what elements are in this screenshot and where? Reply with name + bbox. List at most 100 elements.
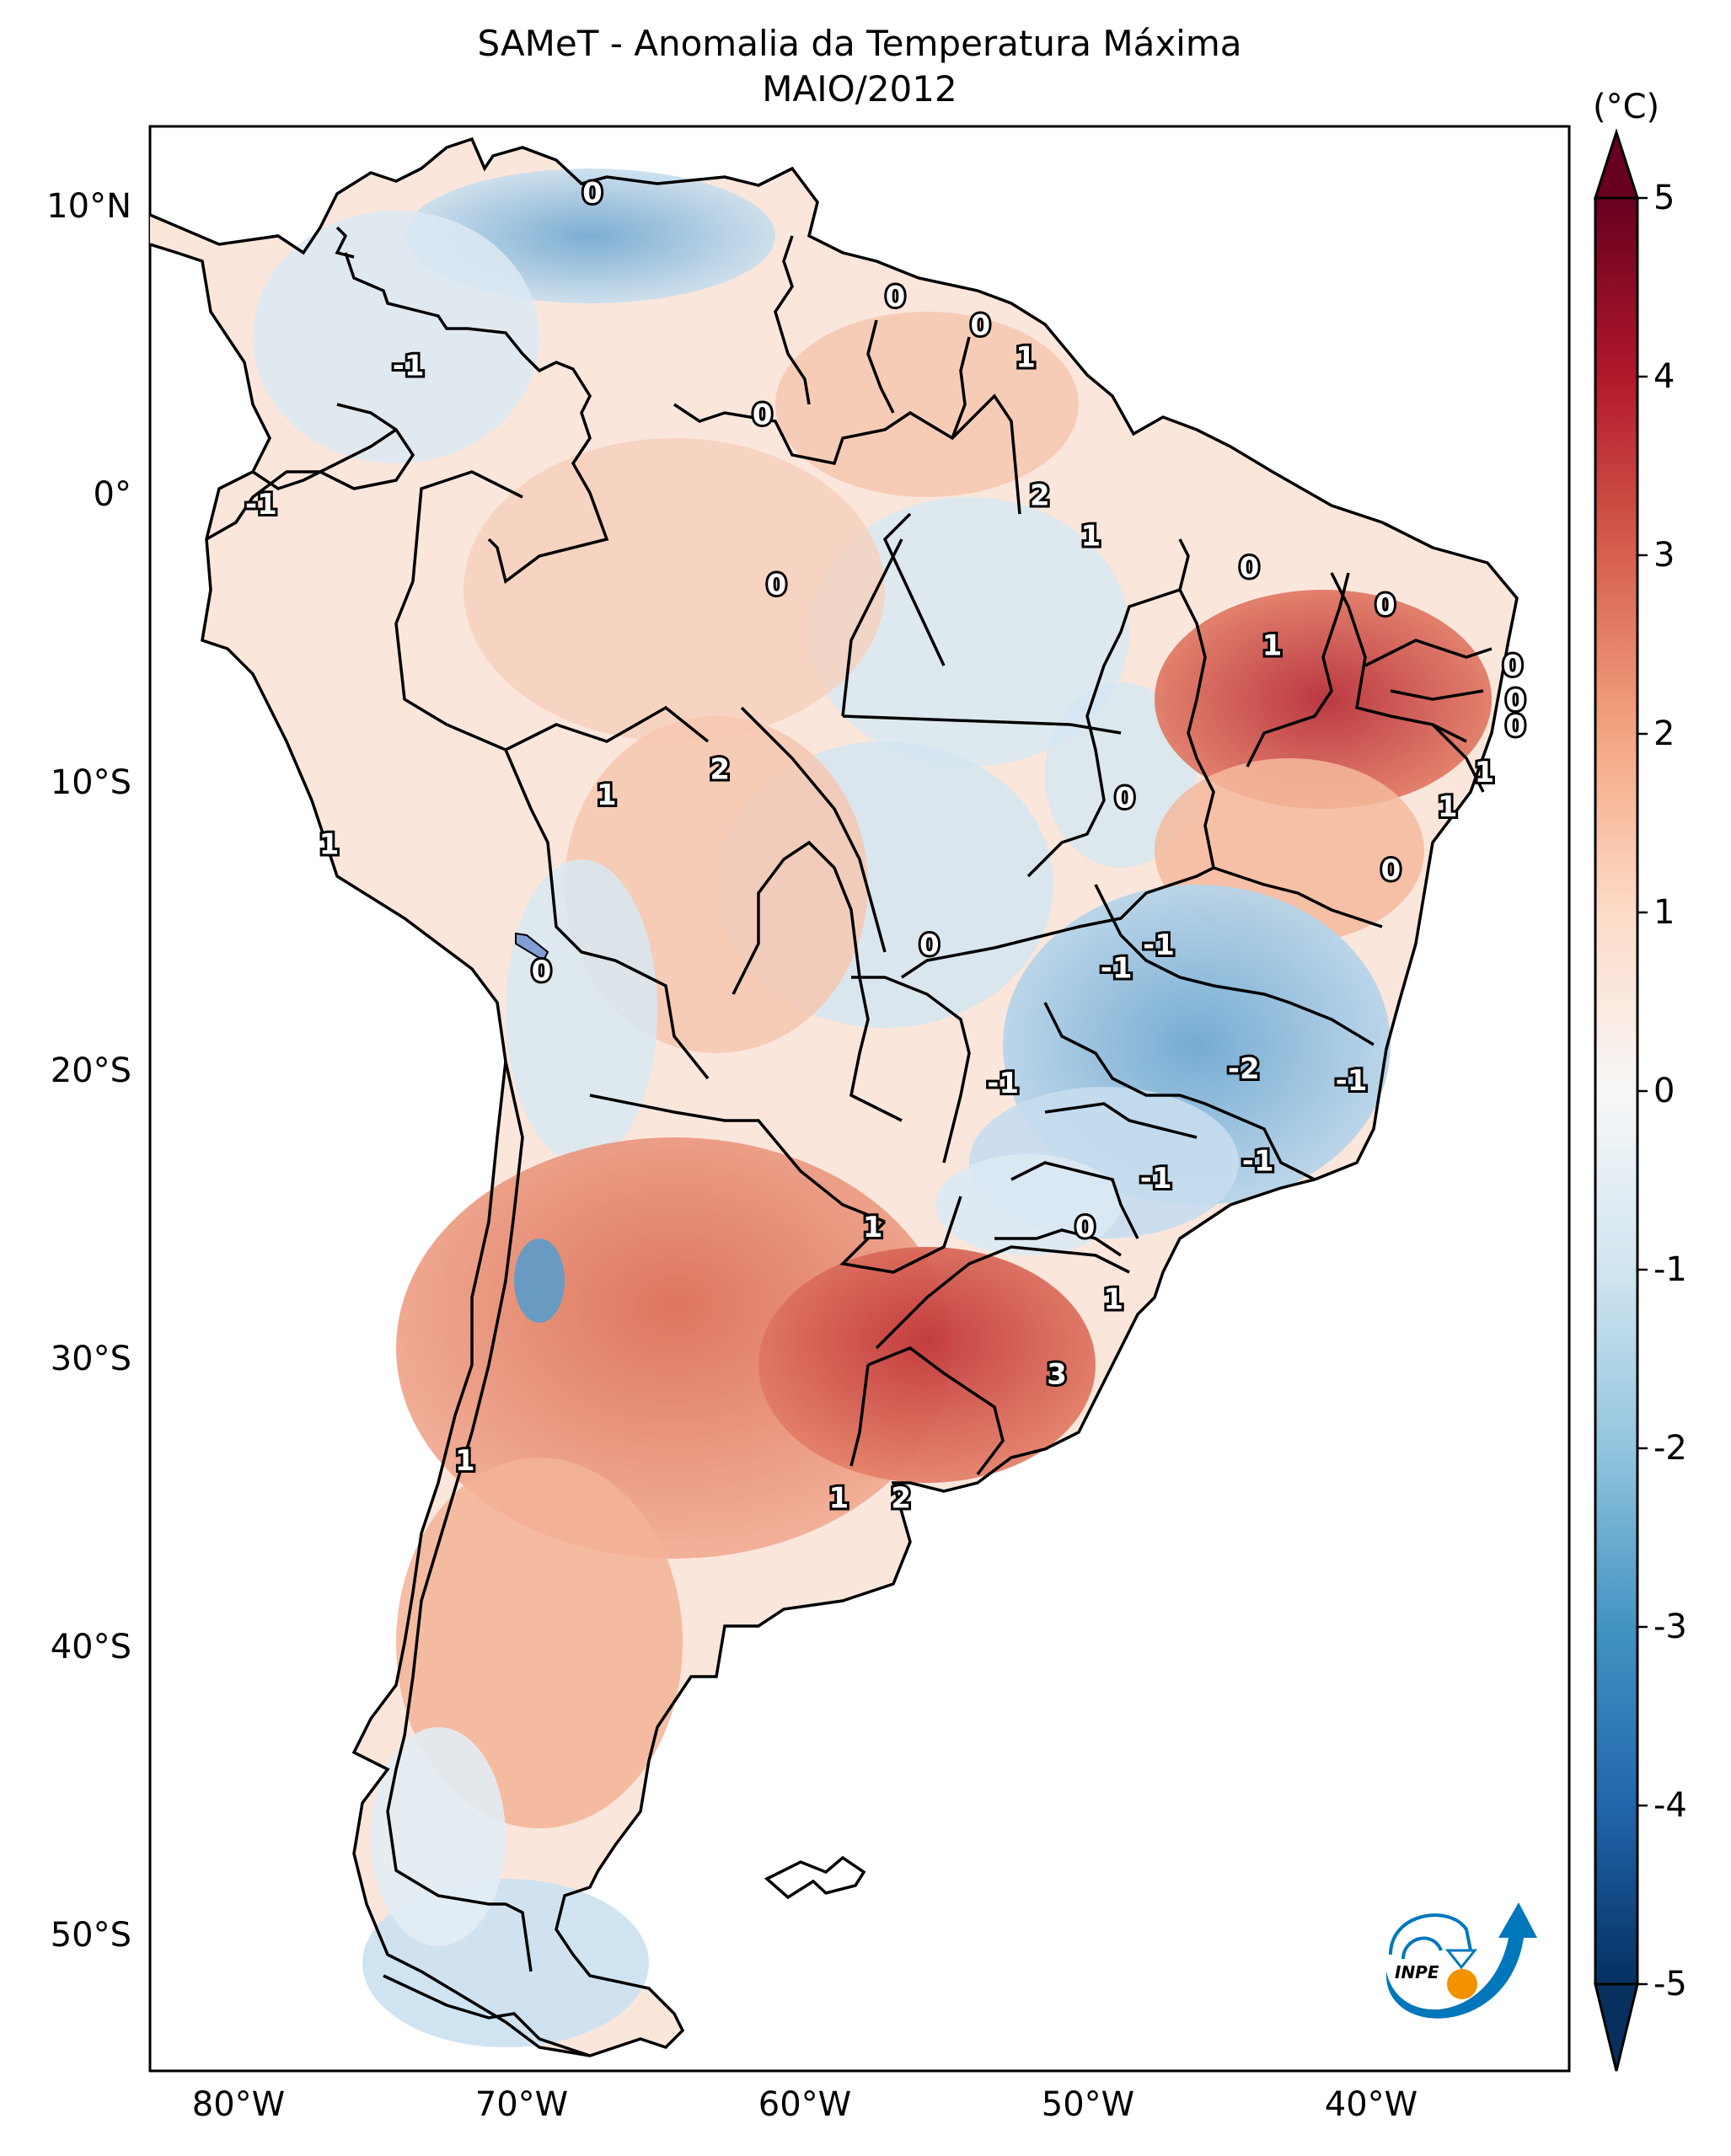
border-peru-brazil (394, 470, 710, 752)
tocantins-cool-anomaly (1045, 682, 1197, 868)
contour-label: 0 (1503, 649, 1523, 682)
contour-label: 2 (710, 752, 730, 786)
x-tick-label: 70°W (474, 2085, 569, 2124)
contour-label: -1 (1140, 1162, 1172, 1196)
colorbar-tick-label: 0 (1653, 1072, 1675, 1110)
rio-grande-sul-hot (758, 1247, 1096, 1483)
y-tick-label: 40°S (50, 1628, 131, 1666)
x-tick-label: 80°W (191, 2085, 286, 2124)
contour-label: 1 (319, 827, 340, 861)
contour-label: 1 (1016, 340, 1036, 374)
colorbar-body (1594, 196, 1639, 1986)
contour-label: -1 (1143, 928, 1175, 962)
colorbar-tick-label: 4 (1653, 357, 1675, 396)
contour-label: 0 (1375, 588, 1396, 622)
contour-label: 0 (767, 569, 787, 602)
contour-label: 1 (1262, 629, 1283, 662)
contour-label: 0 (582, 176, 603, 210)
colorbar-tick-label: -2 (1653, 1429, 1687, 1468)
chart-subtitle: MAIO/2012 (762, 68, 957, 110)
border-brazil-uruguay (867, 1346, 1005, 1476)
y-tick-label: 0° (93, 475, 131, 514)
contour-label: -1 (987, 1067, 1019, 1100)
border-argentina-bolivia (589, 1094, 886, 1223)
colorbar-tick-label: -1 (1653, 1250, 1687, 1289)
coastline (150, 136, 1519, 2057)
border-bolivia-paraguay (732, 840, 903, 1122)
border-argentina-chile (386, 1061, 533, 1972)
colorbar-tick-label: -4 (1653, 1786, 1687, 1825)
border-paraguay-brazil (851, 976, 971, 1164)
contour-label: -1 (393, 350, 425, 383)
colorbar-ticks (1637, 196, 1648, 1986)
colorbar-tick-label: 3 (1653, 536, 1675, 575)
logo-text: INPE (1395, 1962, 1439, 1982)
colorbar-extend-min (1594, 1982, 1639, 2072)
border-venezuela-guyana (774, 235, 811, 405)
logo-inner-swirl-icon (1401, 1936, 1443, 1960)
contour-label: 1 (863, 1211, 883, 1244)
border-brazil-argentina-south (875, 1245, 1130, 1350)
border-brazil-north (673, 393, 1021, 515)
colorbar-unit-label: (°C) (1593, 88, 1660, 126)
colombia-cool-anomaly (253, 211, 539, 463)
y-tick-label: 10°N (46, 187, 131, 226)
contour-label: -2 (1228, 1052, 1260, 1086)
contour-label: -1 (1242, 1145, 1274, 1179)
contour-label: 1 (1475, 756, 1495, 789)
contour-label: 1 (1438, 790, 1458, 824)
contour-label: 1 (1081, 519, 1101, 553)
x-tick-label: 50°W (1041, 2085, 1135, 2124)
contour-label: 0 (1506, 683, 1526, 717)
colorbar-tick-label: 1 (1653, 893, 1675, 932)
border-brazil-states (901, 538, 1493, 1257)
amazon-west-warm (464, 438, 885, 741)
border-uruguay-argentina (849, 1364, 870, 1467)
contour-label: 1 (828, 1482, 849, 1516)
logo-big-arrow-icon (1385, 1902, 1537, 2019)
contour-label: 0 (919, 928, 940, 962)
colorbar (1593, 128, 1648, 2072)
x-tick-label: 60°W (758, 2085, 852, 2124)
contour-label: 1 (1103, 1283, 1123, 1317)
patagonia-warm (396, 1458, 683, 1828)
contour-label: 1 (597, 778, 617, 812)
y-tick-label: 20°S (50, 1051, 131, 1090)
contour-label: 0 (1240, 551, 1260, 585)
colorbar-tick-label: -5 (1653, 1965, 1687, 2004)
contour-label: -1 (1336, 1064, 1368, 1098)
y-tick-label: 30°S (50, 1340, 131, 1378)
contour-label: 0 (886, 281, 906, 314)
contour-label: 0 (970, 309, 990, 343)
y-tick-label: 50°S (50, 1916, 131, 1955)
guianas-warm (775, 312, 1079, 497)
country-borders (150, 136, 1519, 2057)
contour-label: 1 (455, 1444, 475, 1478)
contour-label: 2 (1030, 479, 1050, 513)
falklands-outline (764, 1855, 866, 1900)
contour-label: -1 (245, 488, 277, 522)
x-tick-label: 40°W (1324, 2085, 1418, 2124)
contour-label: 0 (753, 399, 773, 432)
chart-title: SAMeT - Anomalia da Temperatura Máxima (477, 23, 1242, 64)
y-tick-label: 10°S (50, 763, 131, 802)
border-brazil-central (740, 512, 1122, 953)
tierra-del-fuego-outline (383, 1974, 591, 2057)
contour-label: 0 (1381, 853, 1401, 887)
chile-south-cool (371, 1727, 506, 1946)
contour-label: 0 (1075, 1211, 1096, 1244)
colorbar-tick-label: -3 (1653, 1608, 1687, 1646)
border-brazil-bolivia (504, 749, 710, 1080)
contour-label: 2 (891, 1482, 911, 1516)
border-guyana-suriname (866, 319, 895, 414)
border-argentina-paraguay (839, 1196, 962, 1274)
logo-down-arrow-icon (1444, 1949, 1478, 1970)
border-colombia-venezuela (335, 226, 609, 584)
andes-cool (506, 859, 657, 1163)
parana-cool (935, 1154, 1121, 1255)
logo-swirl-icon (1389, 1913, 1472, 1955)
border-ecuador-peru (206, 403, 415, 541)
contour-label: 0 (1506, 709, 1526, 743)
